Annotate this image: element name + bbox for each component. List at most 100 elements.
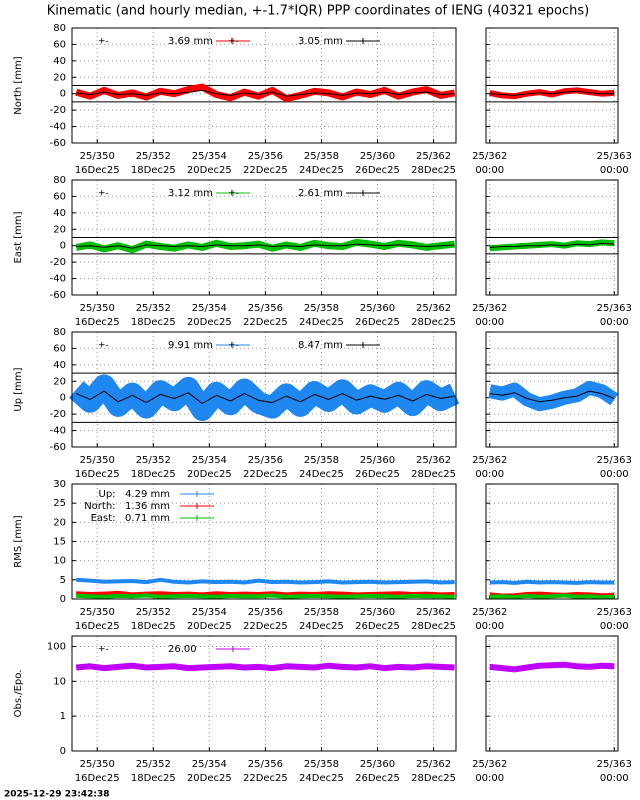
- x-tick-date: 00:00: [600, 469, 629, 480]
- x-tick-label: 25/352: [136, 303, 171, 314]
- series-line: [489, 90, 615, 96]
- x-tick-label: 25/362: [472, 759, 507, 770]
- x-tick-date: 00:00: [475, 621, 504, 632]
- x-tick-date: 16Dec25: [75, 773, 120, 784]
- plot-frame: [71, 27, 457, 144]
- x-tick-date: 18Dec25: [131, 773, 176, 784]
- legend-symbol: +-: [228, 189, 239, 199]
- y-tick-label: 30: [53, 479, 66, 490]
- x-tick-label: 25/360: [360, 303, 395, 314]
- x-tick-date: 26Dec25: [355, 621, 400, 632]
- series-line: [76, 243, 455, 249]
- y-tick-label: -20: [50, 257, 66, 268]
- y-axis-title: RMS [mm]: [13, 515, 24, 567]
- y-axis-title: North [mm]: [13, 56, 24, 115]
- y-tick-label: 10: [53, 676, 66, 687]
- x-tick-date: 16Dec25: [75, 317, 120, 328]
- x-tick-label: 25/362: [416, 607, 451, 618]
- x-tick-date: 18Dec25: [131, 165, 176, 176]
- x-tick-label: 25/362: [472, 455, 507, 466]
- y-tick-label: -60: [50, 138, 66, 149]
- y-tick-label: 0: [60, 594, 66, 605]
- panel: -60 -40 -20 0 20 40 60 80 25/350 16Dec25 25/352 18D…: [13, 23, 457, 176]
- y-axis-title: East [mm]: [13, 211, 24, 263]
- x-tick-label: 25/354: [192, 607, 227, 618]
- series-line: [489, 390, 615, 403]
- y-tick-label: 15: [53, 537, 66, 548]
- y-tick-label: -40: [50, 274, 66, 285]
- plot-frame: [71, 635, 457, 752]
- panel: 25/362 00:00 25/363 00:00: [472, 635, 632, 784]
- y-tick-label: 60: [53, 343, 66, 354]
- y-tick-label: 100: [47, 641, 66, 652]
- x-tick-label: 25/354: [192, 151, 227, 162]
- y-tick-label: 0: [60, 746, 66, 757]
- panel: 0 1 10 100 25/350 16Dec25 25/352 18Dec25 25/354 2…: [13, 635, 457, 784]
- x-tick-label: 25/356: [248, 303, 283, 314]
- legend-label: 2.61 mm: [298, 188, 343, 199]
- legend-symbol: +-: [228, 37, 239, 47]
- plot-frame: [485, 483, 619, 600]
- x-tick-label: 25/360: [360, 151, 395, 162]
- x-tick-date: 20Dec25: [187, 469, 232, 480]
- plot-frame: [71, 483, 457, 600]
- y-tick-label: 40: [53, 56, 66, 67]
- panel: 0 5 10 15 20 25 30 25/350 16Dec25 25/352 18Dec25 25…: [13, 479, 457, 632]
- y-tick-label: 0: [60, 393, 66, 404]
- y-axis-title: Up [mm]: [13, 367, 24, 411]
- legend-label: 3.69 mm: [168, 36, 213, 47]
- y-tick-label: 40: [53, 360, 66, 371]
- x-tick-date: 00:00: [475, 165, 504, 176]
- x-tick-date: 22Dec25: [243, 469, 288, 480]
- legend-symbol: +-: [98, 189, 109, 199]
- y-tick-label: -20: [50, 409, 66, 420]
- series-line: [75, 662, 455, 672]
- legend-symbol: +-: [98, 341, 109, 351]
- y-tick-label: 80: [53, 327, 66, 338]
- legend-label: 26.00: [168, 644, 197, 655]
- panel: -60 -40 -20 0 20 40 60 80 25/350 16Dec25 25/352 18D…: [13, 327, 460, 480]
- x-tick-date: 28Dec25: [411, 621, 456, 632]
- legend-label: 9.91 mm: [168, 340, 213, 351]
- x-tick-date: 26Dec25: [355, 773, 400, 784]
- y-tick-label: -40: [50, 426, 66, 437]
- y-tick-label: 80: [53, 175, 66, 186]
- x-tick-label: 25/360: [360, 455, 395, 466]
- x-tick-date: 18Dec25: [131, 621, 176, 632]
- x-tick-label: 25/363: [597, 607, 632, 618]
- x-tick-date: 00:00: [475, 469, 504, 480]
- x-tick-label: 25/356: [248, 455, 283, 466]
- x-tick-date: 28Dec25: [411, 469, 456, 480]
- x-tick-label: 25/358: [304, 759, 339, 770]
- y-axis-title: Obs./Epo.: [13, 670, 24, 718]
- x-tick-label: 25/350: [80, 607, 115, 618]
- x-tick-date: 16Dec25: [75, 469, 120, 480]
- y-tick-label: 60: [53, 39, 66, 50]
- y-tick-label: 0: [60, 89, 66, 100]
- y-tick-label: 25: [53, 498, 66, 509]
- x-tick-label: 25/360: [360, 607, 395, 618]
- x-tick-label: 25/362: [472, 607, 507, 618]
- x-tick-label: 25/356: [248, 759, 283, 770]
- plot-frame: [485, 27, 619, 144]
- legend-symbol: +-: [98, 645, 109, 655]
- y-tick-label: 20: [53, 517, 66, 528]
- series-line: [489, 593, 615, 600]
- x-tick-date: 00:00: [475, 317, 504, 328]
- series-line: [68, 374, 460, 421]
- legend-label: North: 1.36 mm: [84, 501, 170, 512]
- x-tick-label: 25/362: [416, 759, 451, 770]
- x-tick-label: 25/358: [304, 607, 339, 618]
- series-line: [76, 89, 455, 97]
- x-tick-label: 25/352: [136, 151, 171, 162]
- panel: -60 -40 -20 0 20 40 60 80 25/350 16Dec25 25/352 18D…: [13, 175, 457, 328]
- x-tick-label: 25/362: [416, 455, 451, 466]
- x-tick-date: 00:00: [475, 773, 504, 784]
- x-tick-date: 16Dec25: [75, 621, 120, 632]
- x-tick-date: 20Dec25: [187, 621, 232, 632]
- x-tick-date: 16Dec25: [75, 165, 120, 176]
- x-tick-date: 24Dec25: [299, 469, 344, 480]
- series-line: [489, 87, 615, 100]
- x-tick-label: 25/362: [472, 303, 507, 314]
